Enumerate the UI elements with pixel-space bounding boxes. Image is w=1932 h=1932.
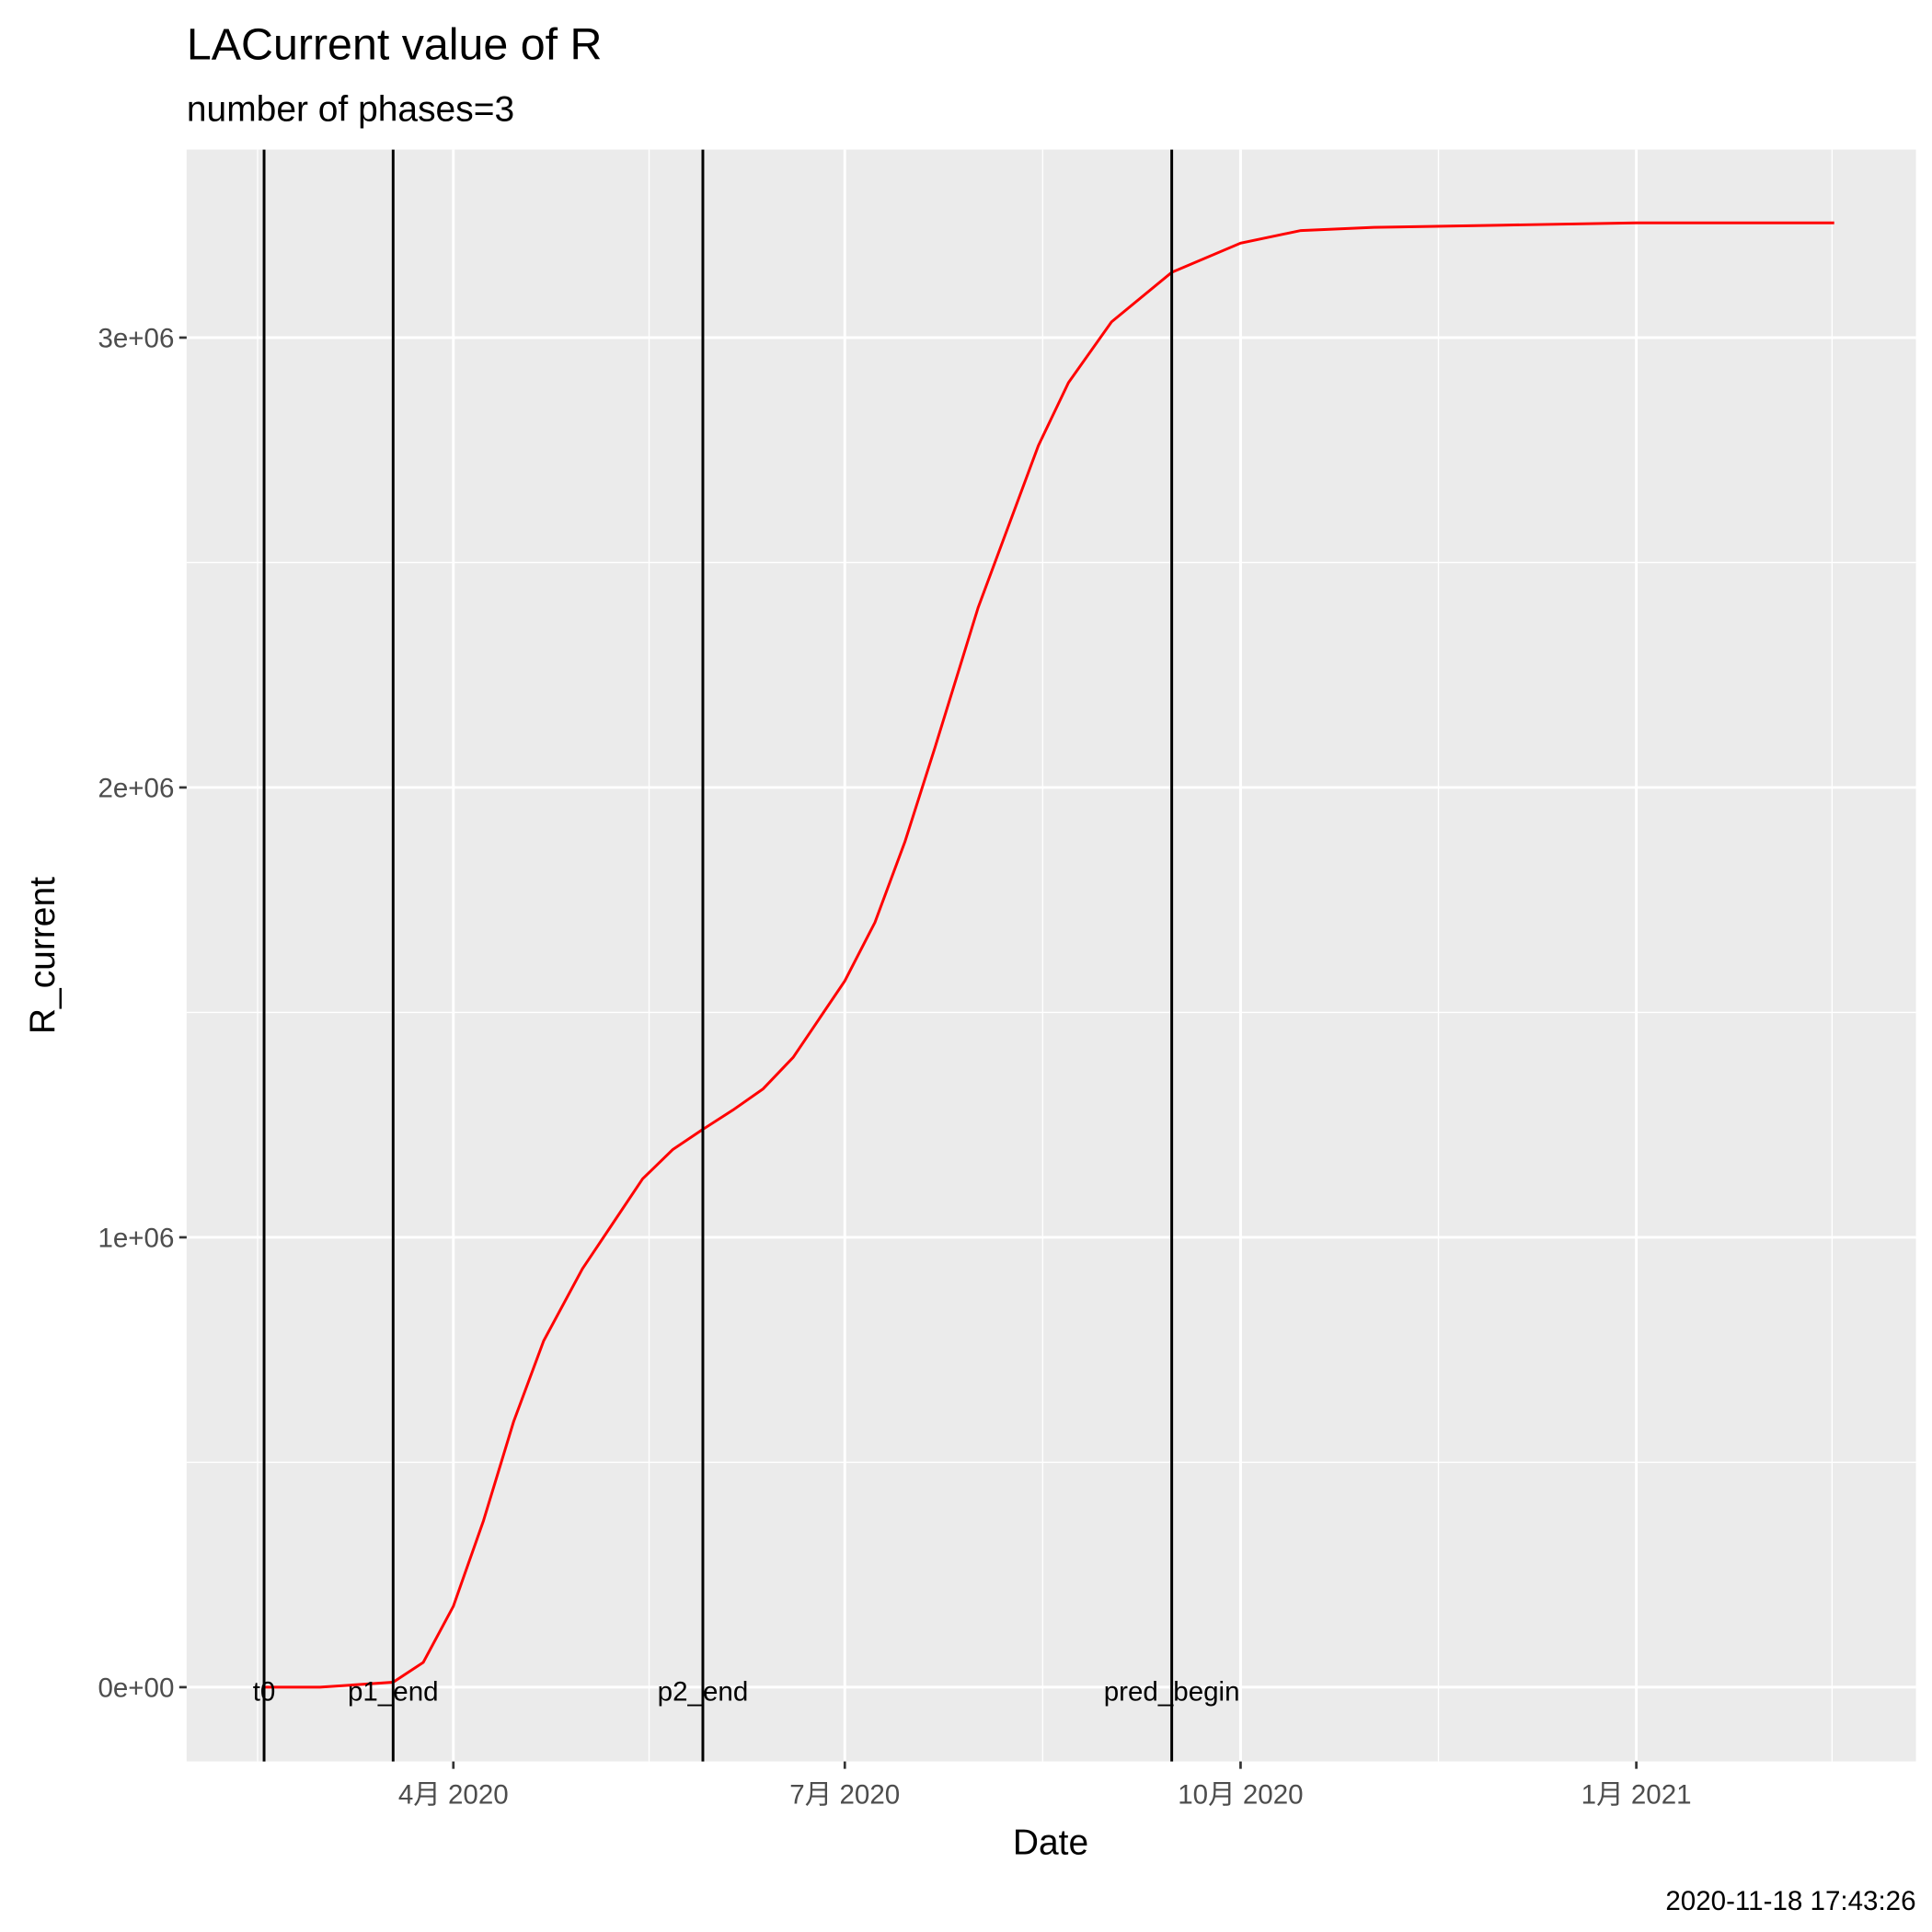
phase-label: p2_end [658,1677,749,1708]
x-tick-label: 4月 2020 [398,1779,509,1810]
phase-label: pred_begin [1104,1677,1240,1708]
x-tick-label: 1月 2021 [1581,1779,1692,1810]
data-line [264,221,1834,1689]
phase-label: p1_end [348,1677,439,1708]
y-tick-label: 2e+06 [98,774,174,804]
phase-label: t0 [253,1677,276,1708]
chart-title: LACurrent value of R [187,19,603,69]
y-tick-label: 0e+00 [98,1673,174,1704]
caption: 2020-11-18 17:43:26 [1665,1886,1915,1916]
y-tick-label: 3e+06 [98,324,174,354]
x-tick-label: 10月 2020 [1178,1779,1303,1810]
x-axis-title: Date [1013,1823,1088,1862]
y-axis-title: R_current [23,877,63,1034]
chart-subtitle: number of phases=3 [187,90,514,130]
panel [186,149,1916,1762]
x-tick-label: 7月 2020 [789,1779,900,1810]
y-tick-label: 1e+06 [98,1224,174,1254]
